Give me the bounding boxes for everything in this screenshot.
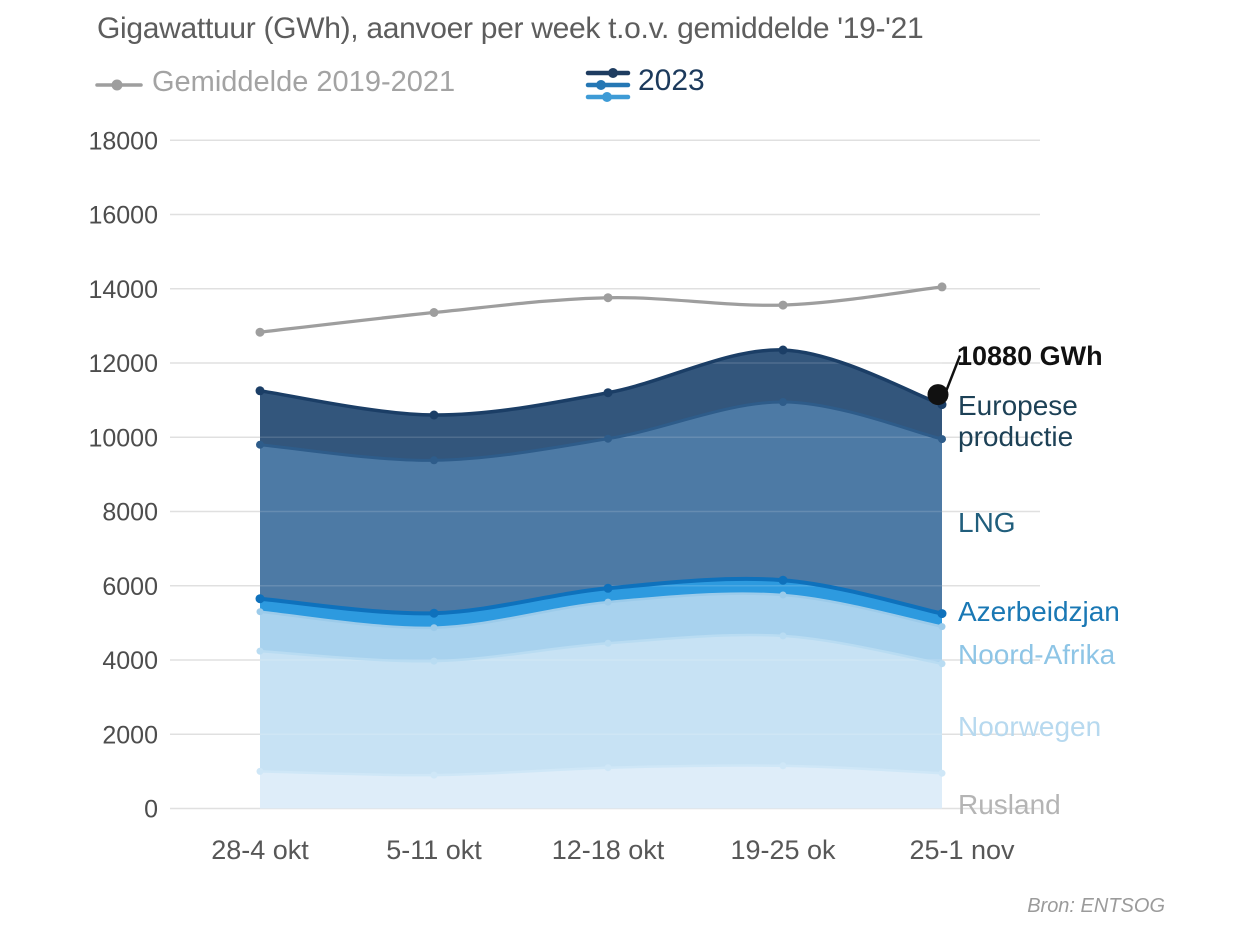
data-point-dot — [256, 608, 264, 616]
data-point-dot — [603, 388, 613, 398]
average-marker-dot — [111, 79, 123, 91]
data-point-dot — [430, 456, 438, 465]
series-label-noorwegen: Noorwegen — [958, 711, 1102, 742]
data-point-dot — [938, 769, 946, 777]
callout-value: 10880 GWh — [957, 341, 1103, 371]
data-point-dot — [779, 398, 787, 406]
data-point-dot — [604, 639, 612, 647]
data-point-dot — [256, 440, 264, 449]
series-label-noord-afrika: Noord-Afrika — [958, 639, 1116, 670]
stacked-lines-icon — [585, 68, 631, 102]
data-point-dot — [938, 435, 946, 444]
average-point-dot — [778, 300, 788, 310]
y-axis-tick-label: 10000 — [88, 424, 158, 452]
series-label-europese-productie: Europese productie — [958, 390, 1078, 452]
average-point-dot — [937, 282, 947, 292]
stack-icon-dot-middle — [596, 80, 606, 90]
data-point-dot — [937, 609, 947, 619]
data-point-dot — [430, 657, 438, 665]
data-point-dot — [430, 771, 438, 779]
data-point-dot — [255, 594, 265, 604]
data-point-dot — [779, 591, 787, 599]
legend-label-average: Gemiddelde 2019-2021 — [152, 66, 456, 98]
line-gemiddelde — [258, 285, 944, 334]
average-point-dot — [603, 293, 613, 303]
data-point-dot — [604, 598, 612, 606]
x-axis-tick-label: 12-18 okt — [552, 835, 665, 865]
area-noorwegen — [260, 634, 942, 776]
x-axis-tick-label: 28-4 okt — [211, 835, 309, 865]
legend-label-2023: 2023 — [638, 64, 705, 97]
average-line-marker-icon — [95, 79, 143, 91]
y-axis-tick-label: 18000 — [88, 127, 158, 155]
y-axis-tick-label: 14000 — [88, 276, 158, 304]
series-label-azerbeidzjan: Azerbeidzjan — [958, 596, 1120, 627]
area-noord-afrika — [260, 593, 942, 664]
data-point-dot — [778, 345, 788, 355]
y-axis-tick-label: 6000 — [102, 573, 158, 601]
data-point-dot — [429, 608, 439, 618]
chart-title: Gigawattuur (GWh), aanvoer per week t.o.… — [97, 12, 924, 45]
data-point-dot — [778, 575, 788, 585]
y-axis-tick-label: 4000 — [102, 647, 158, 675]
average-point-dot — [429, 308, 439, 317]
data-point-dot — [779, 632, 787, 640]
source-credit: Bron: ENTSOG — [1027, 895, 1165, 917]
stack-icon-dot-top — [608, 68, 618, 78]
y-axis-tick-label: 0 — [144, 796, 158, 824]
y-axis-tick-label: 16000 — [88, 202, 158, 230]
average-point-dot — [255, 327, 265, 337]
x-axis-tick-label: 25-1 nov — [909, 835, 1015, 865]
series-label-rusland: Rusland — [958, 789, 1061, 820]
data-point-dot — [256, 767, 264, 775]
data-point-dot — [938, 623, 946, 631]
area-lng — [260, 401, 942, 614]
data-point-dot — [255, 386, 265, 396]
y-axis-tick-label: 12000 — [88, 350, 158, 378]
y-axis-tick-label: 2000 — [102, 721, 158, 749]
area-europese-productie — [260, 349, 942, 461]
callout-dot — [927, 384, 949, 406]
data-point-dot — [779, 762, 787, 770]
stack-icon-dot-bottom — [602, 92, 612, 102]
x-axis-tick-label: 5-11 okt — [386, 835, 482, 865]
data-point-dot — [938, 660, 946, 668]
x-axis-tick-label: 19-25 ok — [730, 835, 836, 865]
series-label-lng: LNG — [958, 507, 1016, 538]
data-point-dot — [604, 434, 612, 443]
data-point-dot — [256, 647, 264, 655]
data-point-dot — [429, 410, 439, 420]
data-point-dot — [604, 764, 612, 772]
y-axis-tick-label: 8000 — [102, 499, 158, 527]
data-point-dot — [430, 624, 438, 632]
data-point-dot — [603, 583, 613, 593]
